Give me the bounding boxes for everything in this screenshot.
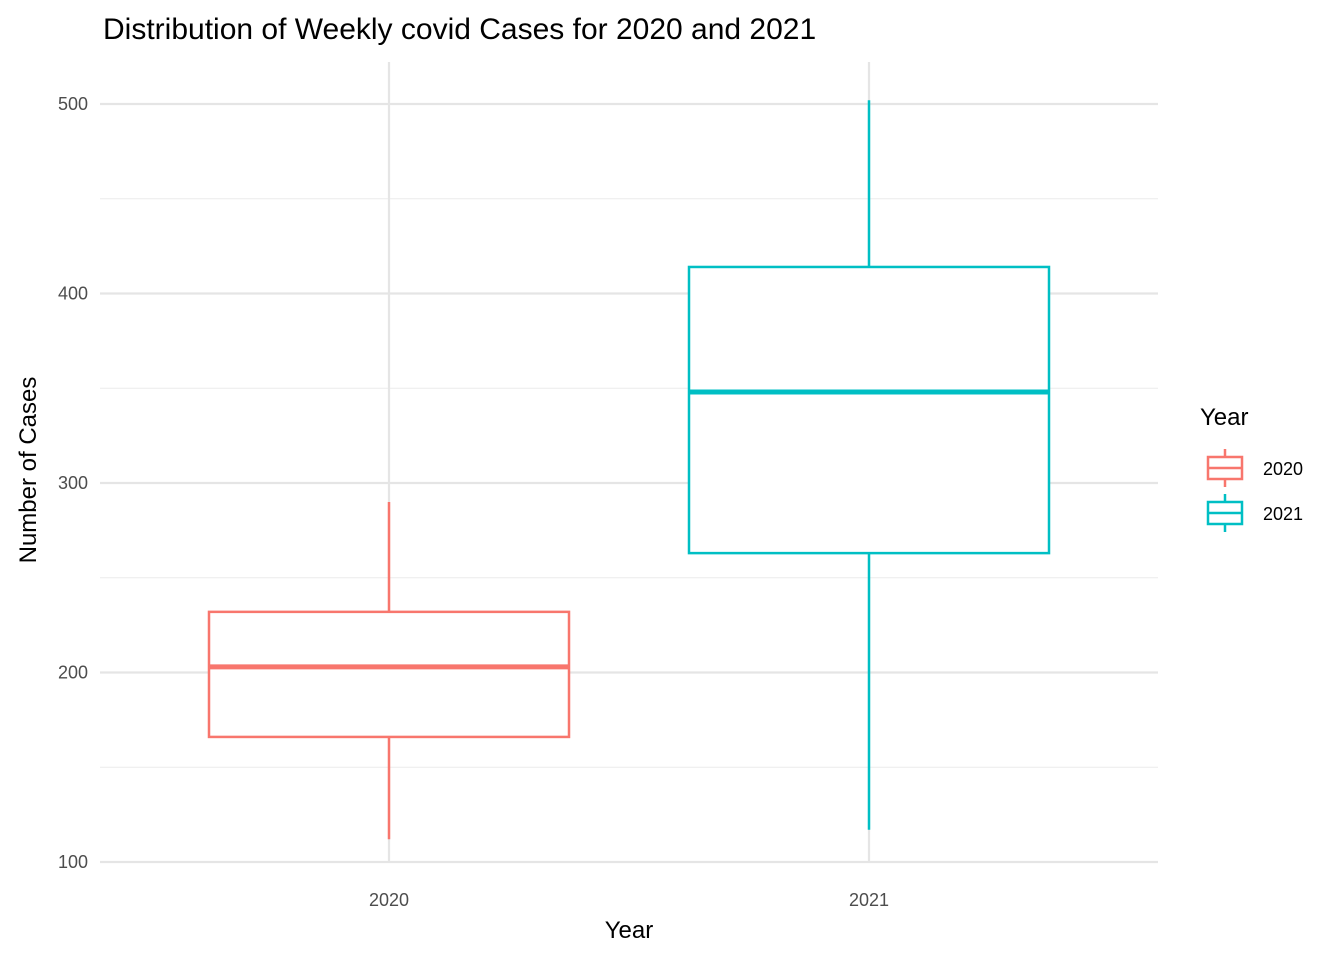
y-tick-label: 100 [58,852,88,872]
legend-key-2020 [1206,449,1244,487]
iqr-box [207,610,571,739]
x-axis-ticks: 2020 2021 [369,890,889,910]
legend-title: Year [1200,404,1249,431]
legend-label: 2020 [1263,459,1303,479]
y-tick-label: 400 [58,284,88,304]
boxes [207,100,1051,840]
box-2021 [687,100,1051,830]
chart-title: Distribution of Weekly covid Cases for 2… [103,13,816,46]
x-tick-label: 2021 [849,890,889,910]
legend-key-2021 [1206,494,1244,532]
legend: Year 2020 2021 [1200,404,1303,532]
y-axis-title: Number of Cases [15,377,42,564]
y-tick-label: 200 [58,663,88,683]
legend-label: 2021 [1263,504,1303,524]
x-axis-title: Year [605,917,654,944]
box-2020 [207,501,571,840]
y-axis-ticks: 100 200 300 400 500 [58,94,88,872]
y-tick-label: 500 [58,94,88,114]
iqr-box [687,265,1051,555]
x-tick-label: 2020 [369,890,409,910]
y-tick-label: 300 [58,473,88,493]
